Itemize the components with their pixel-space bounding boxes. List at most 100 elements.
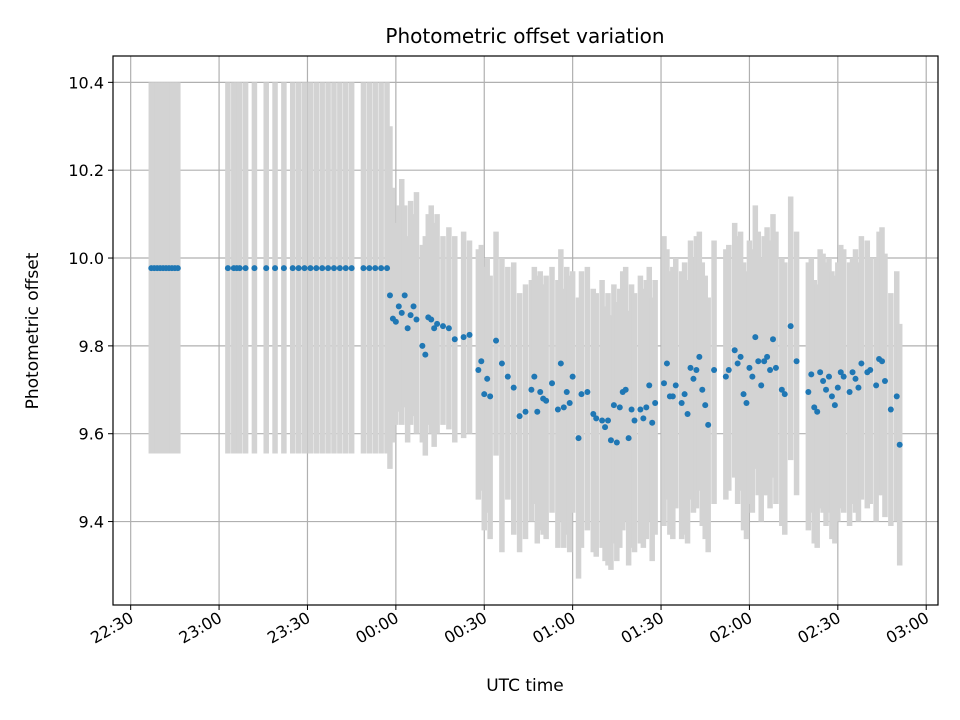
- data-point: [174, 265, 181, 272]
- data-point: [660, 380, 667, 387]
- data-point: [578, 391, 585, 398]
- data-point: [652, 399, 659, 406]
- data-point: [646, 382, 653, 389]
- data-point: [823, 386, 830, 393]
- data-point: [384, 265, 391, 272]
- data-point: [663, 360, 670, 367]
- data-point: [681, 391, 688, 398]
- data-point: [731, 347, 738, 354]
- data-point: [808, 371, 815, 378]
- data-point: [749, 373, 756, 380]
- data-point: [616, 404, 623, 411]
- data-point: [628, 406, 635, 413]
- data-point: [563, 388, 570, 395]
- data-point: [395, 303, 402, 310]
- data-point: [690, 375, 697, 382]
- data-point: [887, 406, 894, 413]
- data-point: [478, 358, 485, 365]
- y-tick-label: 9.6: [79, 425, 104, 444]
- y-tick-label: 10.2: [68, 161, 104, 180]
- data-point: [584, 388, 591, 395]
- data-point: [336, 265, 343, 272]
- data-point: [767, 367, 774, 374]
- data-point: [398, 309, 405, 316]
- data-point: [510, 384, 517, 391]
- data-point: [781, 391, 788, 398]
- data-point: [481, 391, 488, 398]
- data-point: [873, 382, 880, 389]
- data-point: [711, 367, 718, 374]
- data-point: [678, 399, 685, 406]
- data-point: [643, 404, 650, 411]
- data-point: [528, 386, 535, 393]
- data-point: [319, 265, 326, 272]
- data-point: [772, 364, 779, 371]
- data-point: [722, 373, 729, 380]
- data-point: [696, 353, 703, 360]
- data-point: [543, 397, 550, 404]
- data-point: [522, 408, 529, 415]
- data-point: [805, 388, 812, 395]
- data-point: [855, 384, 862, 391]
- data-point: [301, 265, 308, 272]
- data-point: [605, 417, 611, 424]
- data-point: [787, 323, 794, 330]
- data-point: [893, 393, 900, 400]
- data-point: [828, 393, 835, 400]
- data-points: [148, 265, 903, 448]
- data-point: [846, 388, 853, 395]
- x-axis-label: UTC time: [486, 676, 564, 696]
- data-point: [610, 402, 617, 409]
- data-point: [693, 367, 700, 374]
- data-point: [440, 323, 446, 330]
- data-point: [280, 265, 287, 272]
- data-point: [705, 421, 712, 428]
- data-point: [487, 393, 494, 400]
- data-point: [669, 393, 676, 400]
- data-point: [687, 364, 694, 371]
- data-point: [460, 334, 467, 341]
- data-point: [737, 353, 744, 360]
- data-point: [817, 369, 824, 376]
- data-point: [837, 369, 844, 376]
- data-point: [740, 391, 747, 398]
- data-point: [755, 358, 762, 365]
- data-point: [549, 380, 556, 387]
- data-point: [251, 265, 258, 272]
- data-point: [840, 373, 847, 380]
- data-point: [814, 408, 821, 415]
- data-point: [560, 404, 567, 411]
- data-point: [407, 312, 414, 319]
- data-point: [793, 358, 800, 365]
- data-point: [516, 413, 523, 420]
- data-point: [242, 265, 249, 272]
- data-point: [593, 415, 600, 422]
- data-point: [825, 373, 832, 380]
- data-point: [224, 265, 231, 272]
- data-point: [392, 318, 399, 325]
- data-point: [410, 303, 417, 310]
- y-tick-label: 10.0: [68, 249, 104, 268]
- data-point: [295, 265, 302, 272]
- data-point: [725, 367, 732, 374]
- y-tick-label: 9.4: [79, 513, 104, 532]
- data-point: [386, 292, 393, 299]
- data-point: [831, 402, 838, 409]
- y-axis-ticks: 9.4 9.6 9.8 10.0 10.2 10.4: [68, 73, 113, 532]
- data-point: [734, 360, 741, 367]
- data-point: [758, 382, 765, 389]
- data-point: [378, 265, 385, 272]
- data-point: [484, 375, 491, 382]
- data-point: [451, 336, 458, 343]
- y-axis-label: Photometric offset: [23, 252, 43, 409]
- data-point: [602, 424, 609, 431]
- data-point: [599, 417, 606, 424]
- data-point: [263, 265, 270, 272]
- data-point: [631, 417, 638, 424]
- data-point: [881, 378, 888, 385]
- data-point: [649, 419, 656, 426]
- data-point: [702, 402, 709, 409]
- data-point: [531, 373, 538, 380]
- data-point: [852, 375, 859, 382]
